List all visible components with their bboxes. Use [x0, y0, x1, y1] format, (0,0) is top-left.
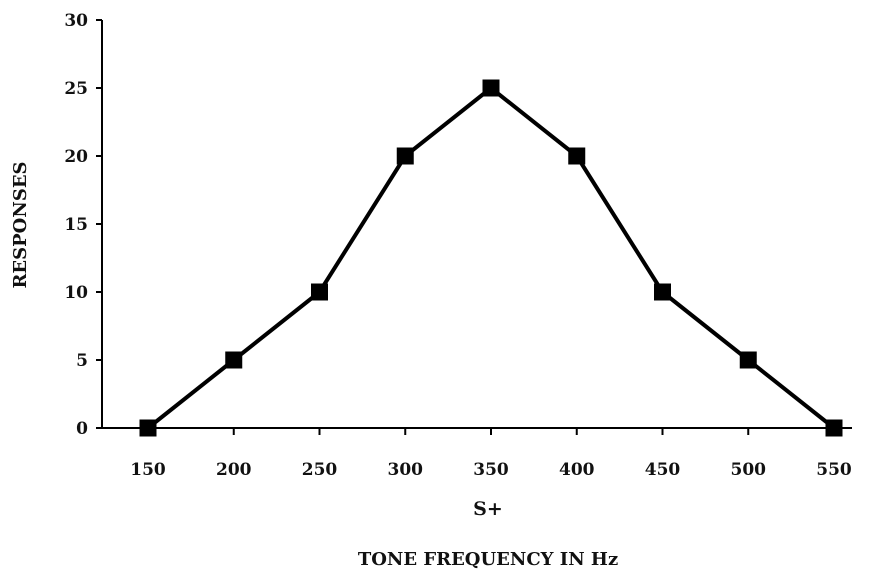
x-tick-label: 200 — [216, 460, 252, 480]
x-tick-label: 150 — [130, 460, 166, 480]
x-ticks: 150 200 250 300 350 400 450 500 550 — [130, 428, 852, 480]
data-point-marker — [568, 147, 586, 165]
x-tick-label: 300 — [388, 460, 424, 480]
x-tick-label: 450 — [645, 460, 681, 480]
data-point-marker — [825, 419, 843, 437]
data-point-marker — [654, 283, 671, 301]
x-axis-marker-s-plus: S+ — [473, 498, 503, 520]
data-point-marker — [139, 419, 157, 437]
x-tick-label: 250 — [302, 460, 338, 480]
data-point-marker — [225, 351, 243, 369]
y-tick-label: 5 — [76, 351, 88, 371]
y-axis-title: RESPONSES — [10, 161, 31, 288]
y-tick-label: 30 — [64, 11, 88, 31]
data-point-marker — [311, 283, 328, 301]
data-point-marker — [739, 351, 757, 369]
x-tick-label: 550 — [816, 460, 852, 480]
x-tick-label: 500 — [731, 460, 767, 480]
y-tick-label: 15 — [64, 215, 88, 235]
series — [139, 79, 843, 437]
y-tick-label: 0 — [76, 419, 88, 439]
series-line — [146, 86, 836, 430]
y-ticks: 0 5 10 15 20 25 30 — [64, 11, 102, 439]
y-tick-label: 25 — [64, 79, 88, 99]
x-axis-title: TONE FREQUENCY IN Hz — [358, 549, 618, 570]
y-tick-label: 20 — [64, 147, 88, 167]
x-tick-label: 400 — [559, 460, 595, 480]
x-tick-label: 350 — [473, 460, 509, 480]
data-point-marker — [482, 79, 500, 97]
data-point-marker — [396, 147, 414, 165]
y-tick-label: 10 — [64, 283, 88, 303]
